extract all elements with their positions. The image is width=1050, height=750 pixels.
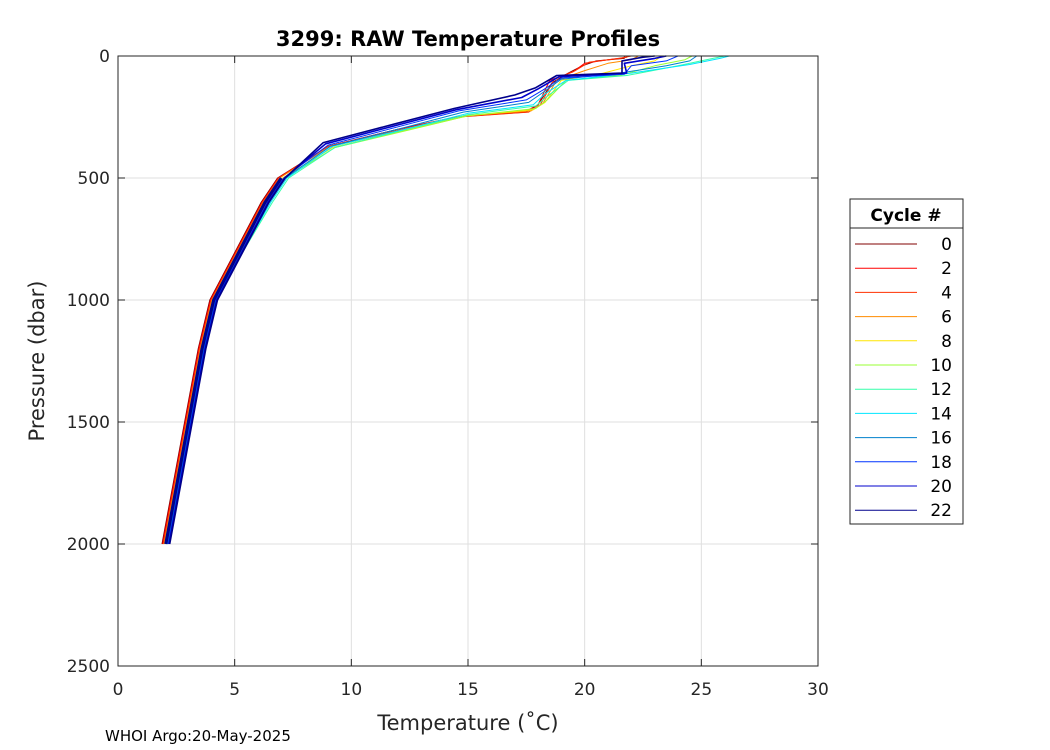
legend-label-cycle-12: 12	[930, 380, 952, 400]
legend-label-cycle-14: 14	[930, 404, 952, 424]
series-layer	[161, 55, 730, 545]
x-tick-label: 10	[341, 680, 363, 700]
legend-label-cycle-0: 0	[941, 235, 952, 255]
axis-ticks: 0 5 10 15 20 25 30 0 500 1000 1500 2000 2500	[67, 47, 829, 700]
x-tick-label: 0	[113, 680, 124, 700]
y-tick-label: 2000	[67, 535, 110, 555]
series-line-overlap-deep	[164, 177, 283, 545]
y-tick-label: 1000	[67, 291, 110, 311]
chart-title: 3299: RAW Temperature Profiles	[276, 27, 660, 51]
y-tick-label: 0	[99, 47, 110, 67]
y-tick-label: 1500	[67, 413, 110, 433]
x-tick-label: 20	[574, 680, 596, 700]
legend-label-cycle-6: 6	[941, 308, 952, 328]
footer-credit: WHOI Argo:20-May-2025	[105, 727, 291, 745]
x-tick-label: 5	[229, 680, 240, 700]
legend-box	[849, 198, 964, 525]
legend-label-cycle-8: 8	[941, 332, 952, 352]
legend-label-cycle-18: 18	[930, 453, 952, 473]
legend-title: Cycle #	[870, 206, 941, 226]
y-tick-label: 500	[78, 169, 110, 189]
legend-label-cycle-22: 22	[930, 501, 952, 521]
x-axis-label: Temperature (˚C)	[376, 711, 558, 735]
x-tick-label: 15	[457, 680, 479, 700]
legend: Cycle # 0 2 4 6 8 10 12 14 16 18 20 22	[849, 198, 964, 525]
y-axis-label: Pressure (dbar)	[25, 281, 49, 442]
legend-label-cycle-2: 2	[941, 259, 952, 279]
legend-label-cycle-16: 16	[930, 429, 952, 449]
series-line-cycle-22	[168, 55, 655, 545]
legend-items: 0 2 4 6 8 10 12 14 16 18 20 22	[855, 235, 952, 521]
y-tick-label: 2500	[67, 657, 110, 677]
x-tick-label: 30	[807, 680, 829, 700]
x-tick-label: 25	[691, 680, 713, 700]
legend-label-cycle-4: 4	[941, 283, 952, 303]
legend-label-cycle-20: 20	[930, 477, 952, 497]
legend-label-cycle-10: 10	[930, 356, 952, 376]
